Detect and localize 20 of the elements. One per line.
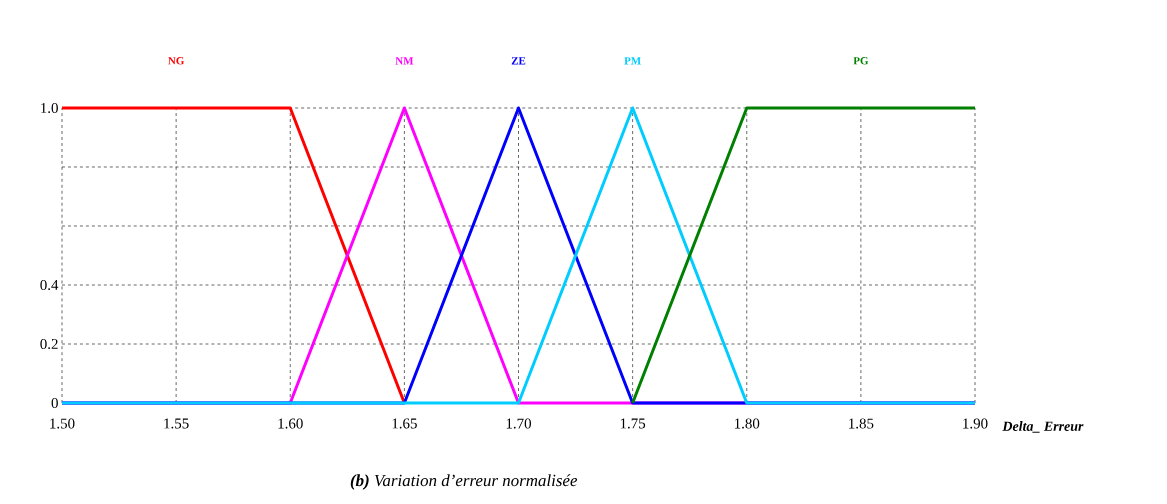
y-tick-label: 0.4 [40, 279, 59, 291]
x-tick-label: 1.50 [50, 418, 75, 429]
text: PM [624, 57, 641, 65]
x-tick-label: 1.55 [164, 418, 189, 429]
x-tick-label: 1.90 [963, 418, 988, 429]
y-tick-label: 0 [51, 397, 58, 409]
y-tick-label: 0.2 [40, 338, 58, 350]
x-tick-label: 1.85 [849, 418, 874, 429]
x-tick-label: 1.60 [278, 418, 303, 429]
text: (b) Variation d’erreur normalisée [350, 474, 578, 490]
text: PG [853, 57, 869, 65]
y-tick-label: 1.0 [41, 102, 58, 114]
text: ZE [511, 57, 526, 65]
x-tick-label: 1.70 [506, 418, 532, 429]
x-tick-label: 1.80 [734, 418, 760, 429]
text: NM [395, 57, 414, 65]
x-tick-label: 1.65 [392, 418, 417, 429]
x-tick-label: 1.75 [620, 418, 646, 429]
x-axis-title: Delta_ Erreur [1002, 421, 1084, 433]
text: NG [168, 57, 185, 65]
